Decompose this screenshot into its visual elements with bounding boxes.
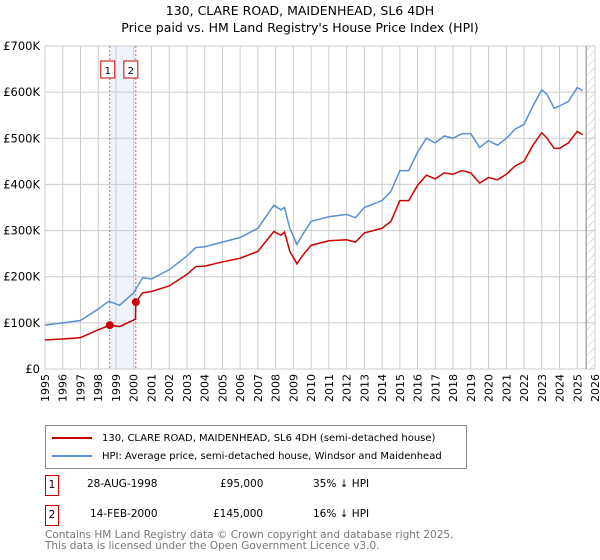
x-tick-label: 1999 bbox=[110, 374, 123, 402]
hpi-line bbox=[44, 86, 583, 326]
x-tick-label: 2018 bbox=[447, 374, 460, 402]
x-tick-label: 2000 bbox=[128, 374, 141, 402]
sale-label: 1 bbox=[105, 66, 111, 77]
x-tick-label: 2004 bbox=[199, 374, 212, 402]
x-tick-label: 2026 bbox=[589, 374, 600, 402]
y-tick-label: £500K bbox=[3, 131, 40, 145]
sale-date: 28-AUG-1998 bbox=[87, 478, 158, 490]
x-tick-label: 2020 bbox=[483, 374, 496, 402]
legend-swatch-blue bbox=[52, 455, 92, 457]
x-tick-label: 2023 bbox=[536, 374, 549, 402]
footer-line-2: This data is licensed under the Open Gov… bbox=[45, 540, 380, 552]
y-tick-label: £600K bbox=[3, 85, 40, 99]
x-tick-label: 1996 bbox=[57, 374, 70, 402]
legend-label: 130, CLARE ROAD, MAIDENHEAD, SL6 4DH (se… bbox=[102, 432, 436, 444]
x-tick-label: 2019 bbox=[465, 374, 478, 402]
footer-line-1: Contains HM Land Registry data © Crown c… bbox=[45, 529, 454, 541]
sale-hpi-diff: 16% ↓ HPI bbox=[313, 508, 370, 520]
chart-subtitle: Price paid vs. HM Land Registry's House … bbox=[121, 20, 479, 35]
sale-label-box bbox=[100, 60, 116, 79]
y-tick-label: £0 bbox=[25, 362, 40, 376]
x-tick-label: 2008 bbox=[270, 374, 283, 402]
y-tick-label: £200K bbox=[3, 270, 40, 284]
sale-hpi-diff: 35% ↓ HPI bbox=[313, 478, 370, 490]
sale-point bbox=[105, 321, 114, 330]
plot-area: 1995 1996 1997 1998 1999 2000 2001 2002 2003 2004… bbox=[3, 39, 600, 402]
sale-period-shade bbox=[109, 46, 136, 369]
x-tick-label: 2009 bbox=[287, 374, 300, 402]
legend-label: HPI: Average price, semi-detached house,… bbox=[102, 450, 442, 462]
x-tick-label: 2012 bbox=[341, 374, 354, 402]
sale-price: £95,000 bbox=[220, 478, 264, 490]
forecast-hatch bbox=[586, 46, 595, 369]
chart-title: 130, CLARE ROAD, MAIDENHEAD, SL6 4DH bbox=[165, 3, 435, 18]
x-tick-label: 2005 bbox=[216, 374, 229, 402]
sale-price: £145,000 bbox=[213, 508, 264, 520]
y-tick-label: £400K bbox=[3, 177, 40, 191]
footer: Contains HM Land Registry data © Crown c… bbox=[45, 530, 453, 552]
sale-marker-box: 2 bbox=[45, 505, 59, 526]
x-tick-label: 2010 bbox=[305, 374, 318, 402]
legend-swatch-red bbox=[52, 437, 92, 439]
x-tick-label: 2022 bbox=[518, 374, 531, 402]
property-price-line bbox=[44, 130, 583, 341]
y-tick-label: £300K bbox=[3, 224, 40, 238]
sale-label: 2 bbox=[128, 66, 134, 77]
x-tick-label: 2013 bbox=[358, 374, 371, 402]
x-tick-label: 2007 bbox=[252, 374, 265, 402]
x-tick-label: 2001 bbox=[145, 374, 158, 402]
sale-label-box bbox=[123, 60, 139, 79]
x-tick-label: 2024 bbox=[554, 374, 567, 402]
x-tick-label: 2011 bbox=[323, 374, 336, 402]
x-tick-label: 2015 bbox=[394, 374, 407, 402]
x-tick-label: 2014 bbox=[376, 374, 389, 402]
x-tick-label: 2006 bbox=[234, 374, 247, 402]
x-tick-label: 2017 bbox=[429, 374, 442, 402]
sale-point bbox=[131, 298, 140, 307]
y-tick-label: £700K bbox=[3, 39, 40, 53]
x-tick-label: 2021 bbox=[500, 374, 513, 402]
sale-marker-box: 1 bbox=[45, 475, 59, 496]
x-tick-label: 1998 bbox=[92, 374, 105, 402]
legend-item-hpi: HPI: Average price, semi-detached house,… bbox=[52, 448, 442, 464]
x-tick-label: 2016 bbox=[412, 374, 425, 402]
sale-date: 14-FEB-2000 bbox=[90, 508, 158, 520]
legend-item-property: 130, CLARE ROAD, MAIDENHEAD, SL6 4DH (se… bbox=[52, 430, 435, 446]
x-tick-label: 2025 bbox=[571, 374, 584, 402]
x-tick-label: 1997 bbox=[74, 374, 87, 402]
y-tick-label: £100K bbox=[3, 316, 40, 330]
x-tick-label: 2003 bbox=[181, 374, 194, 402]
x-tick-label: 1995 bbox=[39, 374, 52, 402]
x-tick-label: 2002 bbox=[163, 374, 176, 402]
legend: 130, CLARE ROAD, MAIDENHEAD, SL6 4DH (se… bbox=[45, 425, 467, 469]
